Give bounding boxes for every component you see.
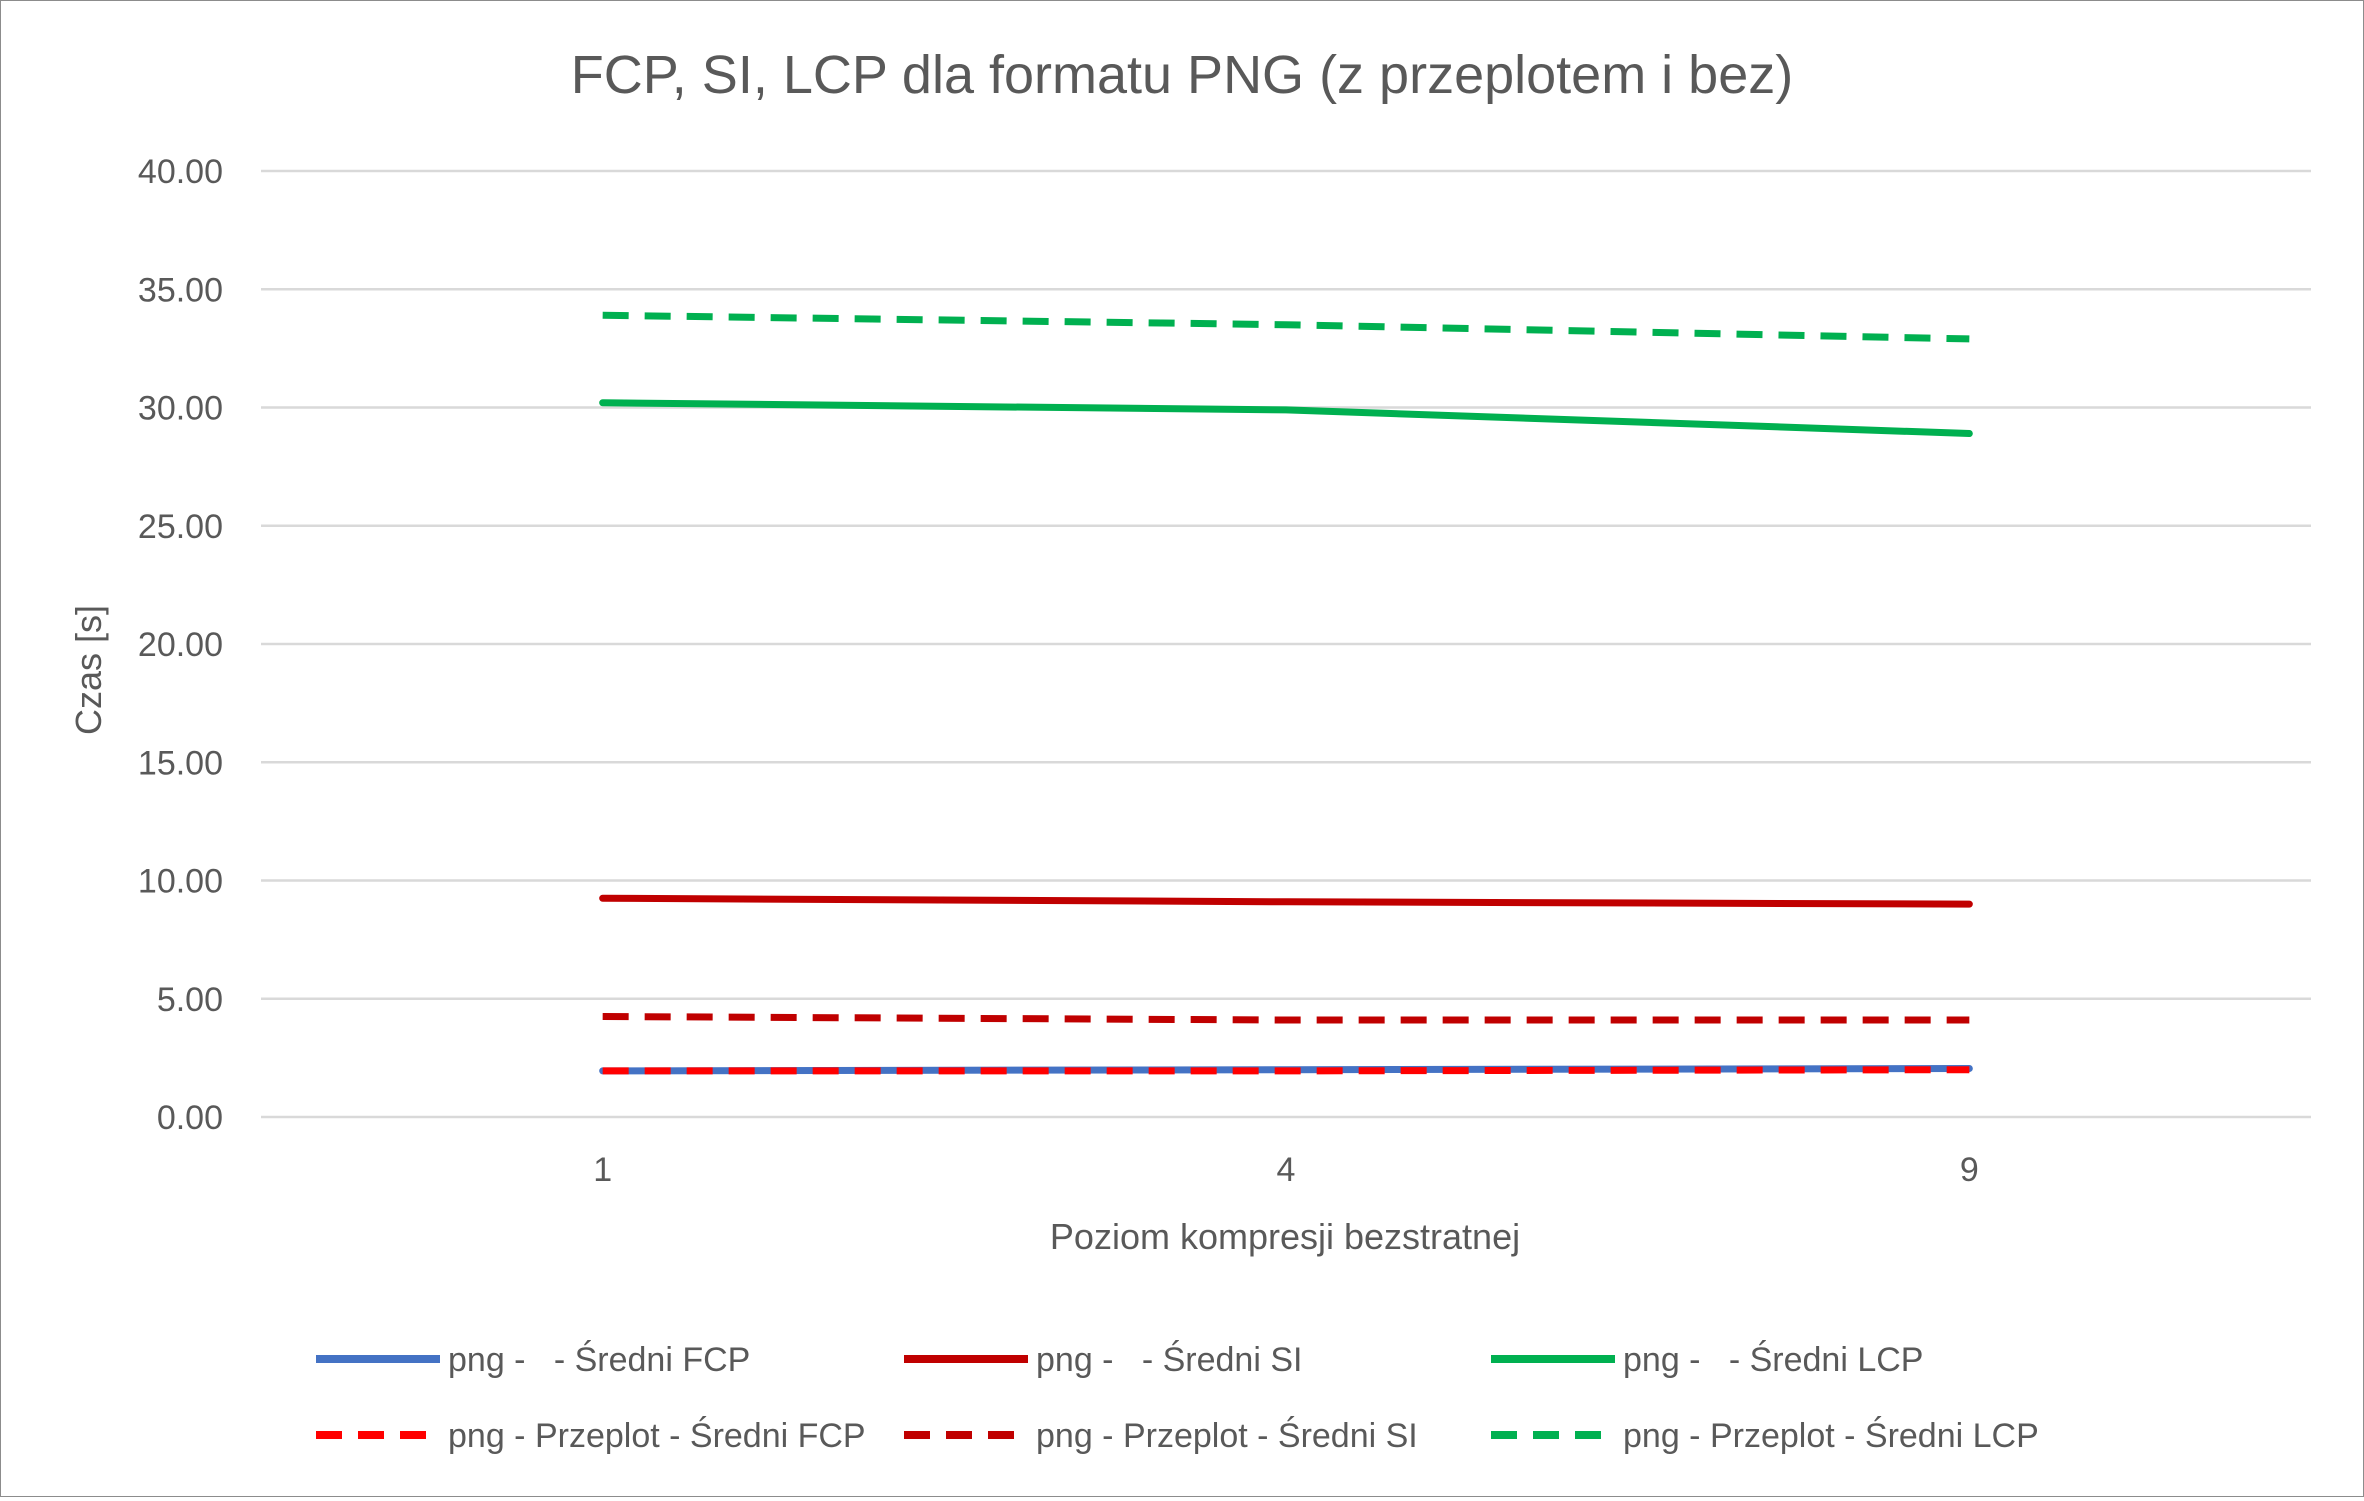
series-line-1 [599,894,1973,908]
y-tick-label: 30.00 [138,390,223,428]
series-line-5 [602,311,1970,343]
y-tick-label: 35.00 [138,271,223,309]
y-tick-label: 15.00 [138,744,223,782]
series-lines [599,311,1973,1075]
y-axis-ticks: 0.00 5.00 10.00 15.00 20.00 25.00 30.00 35.00 40… [138,153,223,1137]
x-tick-label: 1 [593,1151,612,1189]
y-axis-label: Czas [s] [68,605,109,735]
x-tick-label: 4 [1277,1151,1296,1189]
legend-label: png - Przeplot - Średni LCP [1623,1416,2039,1455]
gridlines [261,169,2311,1119]
y-tick-label: 0.00 [157,1099,223,1137]
series-line-2 [599,399,1973,438]
y-tick-label: 25.00 [138,508,223,546]
y-tick-label: 20.00 [138,626,223,664]
x-axis-label: Poziom kompresji bezstratnej [1050,1216,1520,1257]
legend: png - - Średni FCP png - - Średni SI png -… [316,1340,2039,1455]
y-tick-label: 5.00 [157,981,223,1019]
y-tick-label: 40.00 [138,153,223,191]
legend-label: png - Przeplot - Średni SI [1036,1416,1418,1455]
legend-label: png - - Średni FCP [448,1340,750,1379]
series-line-3 [602,1066,1970,1075]
x-tick-label: 9 [1960,1151,1979,1189]
chart-title: FCP, SI, LCP dla formatu PNG (z przeplot… [571,45,1793,105]
legend-label: png - - Średni LCP [1623,1340,1923,1379]
y-tick-label: 10.00 [138,863,223,901]
x-axis-ticks: 1 4 9 [593,1151,1979,1189]
series-line-4 [602,1012,1970,1024]
legend-label: png - Przeplot - Średni FCP [448,1416,866,1455]
legend-label: png - - Średni SI [1036,1340,1302,1379]
